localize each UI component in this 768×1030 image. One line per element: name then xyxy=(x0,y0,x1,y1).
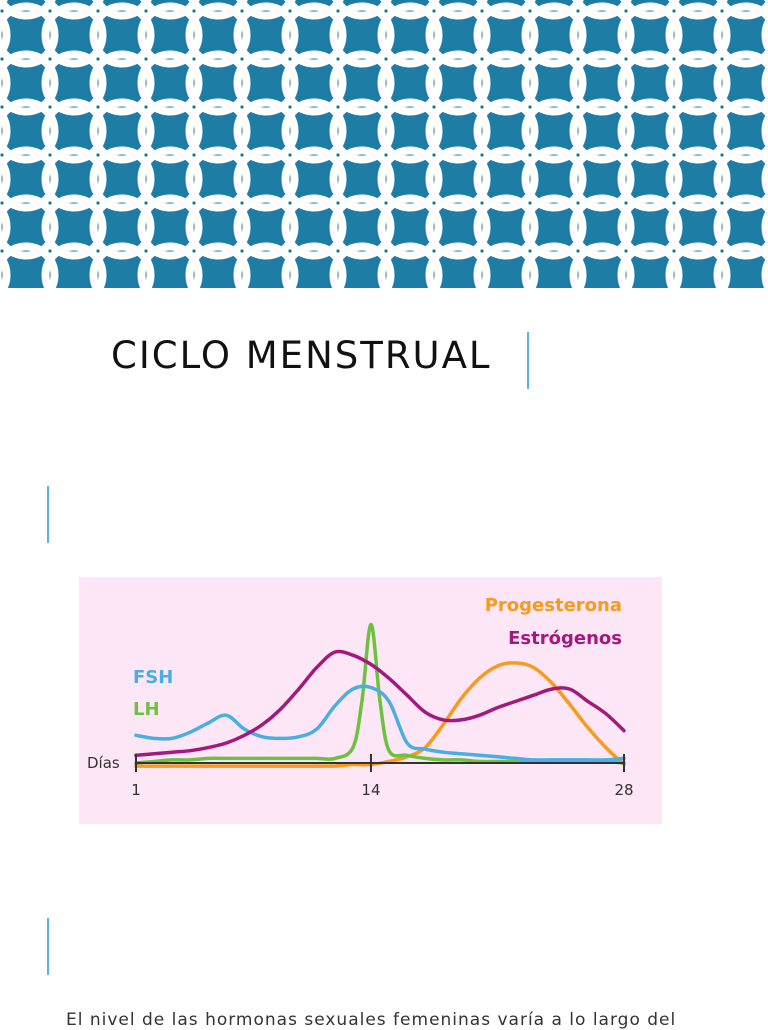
series-label-fsh: FSH xyxy=(133,667,173,688)
body-paragraph: El nivel de las hormonas sexuales femeni… xyxy=(66,1010,674,1030)
series-line-fsh xyxy=(134,684,626,762)
series-label-lh: LH xyxy=(133,699,160,720)
series-label-estrogenos: Estrógenos xyxy=(508,628,622,649)
x-axis-label: Días xyxy=(87,754,120,772)
x-axis: Días 1 14 28 xyxy=(87,754,634,799)
decorative-pattern-banner xyxy=(0,0,768,288)
hormone-cycle-chart: Días 1 14 28 FSH LH Progesterona Estrógenos xyxy=(79,577,662,824)
series-labels: FSH LH Progesterona Estrógenos xyxy=(133,595,622,720)
x-tick-label: 28 xyxy=(614,781,633,799)
series-line-estrogenos xyxy=(134,649,626,758)
content-accent-bar-top xyxy=(47,486,49,543)
series-label-progesterona: Progesterona xyxy=(485,595,622,616)
banner-pattern xyxy=(0,0,768,288)
title-accent-bar xyxy=(527,332,529,389)
chart-canvas: Días 1 14 28 FSH LH Progesterona Estrógenos xyxy=(79,577,662,824)
x-tick-label: 14 xyxy=(361,781,380,799)
x-tick-label: 1 xyxy=(131,781,141,799)
content-accent-bar-bottom xyxy=(47,918,49,975)
slide-title: CICLO MENSTRUAL xyxy=(111,334,492,377)
